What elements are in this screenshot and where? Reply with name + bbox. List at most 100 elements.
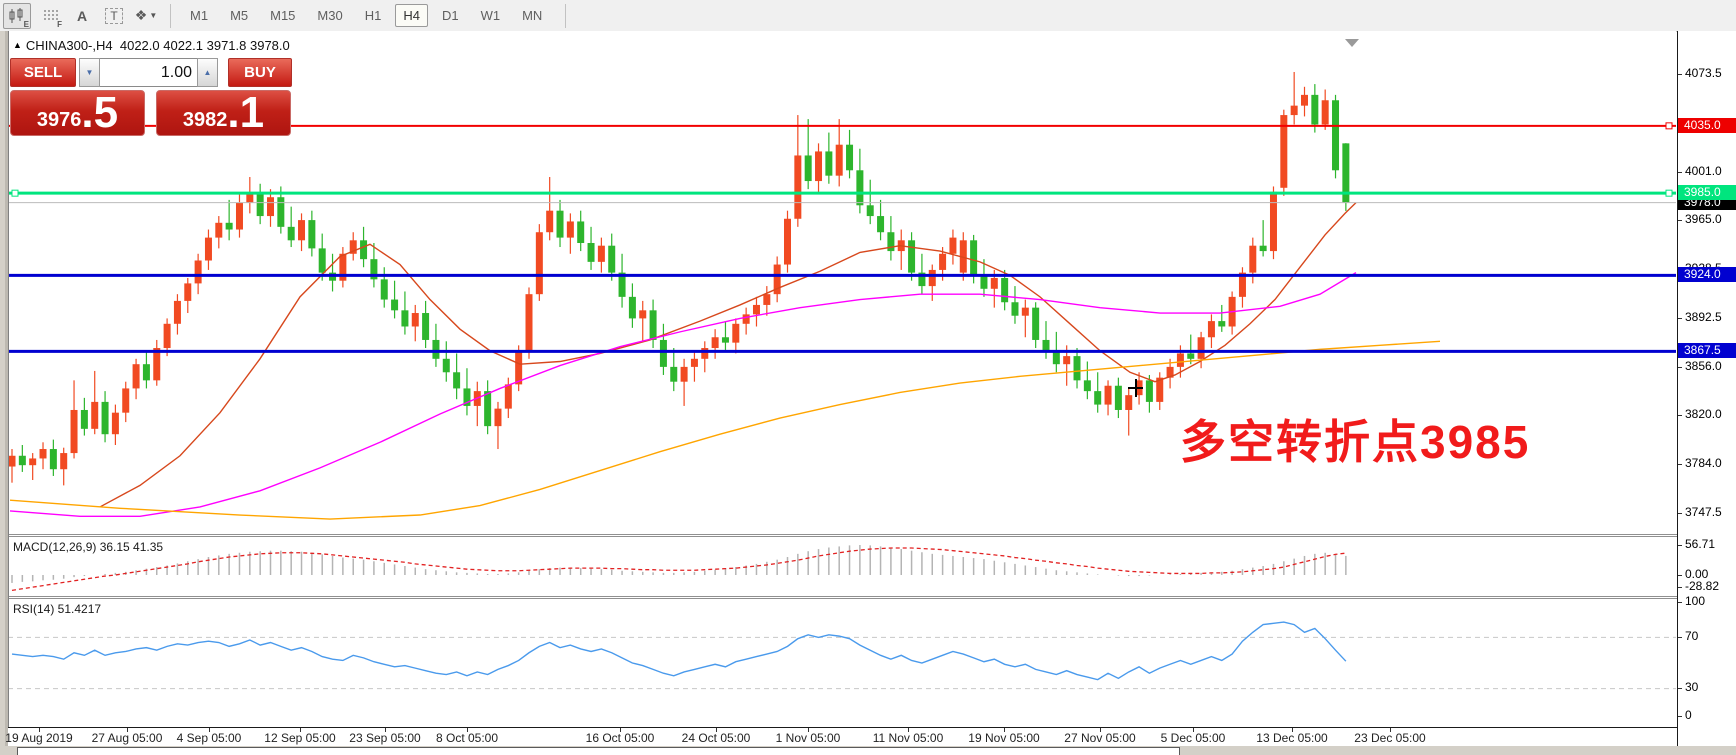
- cursor-tool-icon[interactable]: ❖ ▼: [133, 4, 159, 28]
- time-tick-mark: [39, 728, 40, 732]
- time-tick-mark: [385, 728, 386, 732]
- grid-icon[interactable]: F: [37, 4, 63, 29]
- buy-button[interactable]: BUY: [228, 58, 292, 87]
- axis-tick-mark: [1678, 512, 1682, 514]
- toolbar: E F A T ❖ ▼ M1 M5 M15 M30 H1 H4 D1 W1 MN: [0, 0, 1736, 32]
- timeframe-button-m5[interactable]: M5: [230, 8, 249, 23]
- toolbar-separator: [170, 3, 171, 28]
- axis-tick-mark: [1678, 637, 1682, 638]
- toolbar-separator: [565, 3, 567, 28]
- cursor-glyph: ❖: [134, 7, 148, 23]
- timeframe-button-m1[interactable]: M1: [190, 8, 209, 23]
- boxed-t-glyph: T: [105, 7, 123, 24]
- candles-glyph: [9, 7, 23, 23]
- price-badge-4035.0: 4035.0: [1678, 117, 1736, 133]
- timeframe-button-h1[interactable]: H1: [364, 8, 382, 23]
- time-tick-mark: [1100, 728, 1101, 732]
- time-tick-mark: [620, 728, 621, 732]
- price-tick-label: 4001.0: [1685, 163, 1722, 178]
- chart-text-annotation: 多空转折点3985: [1180, 416, 1531, 468]
- chevron-down-icon: ▼: [149, 11, 158, 20]
- axis-tick-mark: [1678, 716, 1682, 717]
- timeframe-button-d1[interactable]: D1: [441, 8, 459, 23]
- time-tick-mark: [1390, 728, 1391, 732]
- macd-label: MACD(12,26,9) 36.15 41.35: [13, 540, 164, 554]
- price-badge-3985.0: 3985.0: [1678, 185, 1736, 201]
- time-tick-mark: [1004, 728, 1005, 732]
- text-box-icon[interactable]: T: [101, 4, 127, 28]
- buy-price-tile[interactable]: 3982.1: [156, 90, 291, 136]
- text-label-icon[interactable]: A: [76, 7, 88, 24]
- current-bar-marker-icon: [1345, 39, 1359, 47]
- rsi-tick-label: 70: [1685, 629, 1699, 643]
- volume-decrease-button[interactable]: ▼: [79, 58, 100, 87]
- price-tick-label: 4073.5: [1685, 66, 1722, 80]
- time-tick-label: 19 Aug 2019: [5, 731, 73, 745]
- time-tick-mark: [1292, 728, 1293, 732]
- icon-sub-label: F: [57, 19, 62, 29]
- chart-symbol-header: ▲ CHINA300-,H4 4022.0 4022.1 3971.8 3978.…: [13, 38, 290, 53]
- time-tick-label: 5 Dec 05:00: [1160, 731, 1226, 745]
- timeframe-button-h4[interactable]: H4: [395, 4, 428, 27]
- macd-tick-label: -28.82: [1685, 579, 1720, 593]
- price-tick-label: 3747.5: [1685, 504, 1722, 519]
- volume-input[interactable]: 1.00: [100, 58, 197, 87]
- icon-sub-label: E: [23, 19, 29, 29]
- axis-tick-mark: [1678, 171, 1682, 173]
- price-badge-3924.0: 3924.0: [1678, 267, 1736, 283]
- timeframe-button-m15[interactable]: M15: [270, 8, 296, 23]
- time-tick-label: 27 Aug 05:00: [91, 731, 163, 745]
- grid-glyph: [42, 9, 58, 22]
- price-tick-label: 3965.0: [1685, 212, 1722, 227]
- time-tick-label: 24 Oct 05:00: [681, 731, 751, 745]
- window-left-border: [0, 31, 9, 755]
- time-tick-label: 1 Nov 05:00: [775, 731, 841, 745]
- timeframe-button-w1[interactable]: W1: [480, 8, 501, 23]
- sell-price-pips: .5: [81, 88, 119, 137]
- time-tick-mark: [209, 728, 210, 732]
- sell-price-tile[interactable]: 3976.5: [10, 90, 145, 136]
- time-tick-mark: [908, 728, 909, 732]
- volume-increase-button[interactable]: ▲: [197, 58, 218, 87]
- horizontal-scrollbar[interactable]: [17, 747, 1180, 755]
- buy-price-main: 3982: [182, 109, 228, 131]
- macd-chart: [11, 545, 1347, 591]
- time-tick-label: 13 Dec 05:00: [1256, 731, 1328, 745]
- symbol-ohlc: 4022.0 4022.1 3971.8 3978.0: [119, 38, 290, 53]
- rsi-tick-label: 30: [1685, 680, 1699, 694]
- axis-tick-mark: [1678, 575, 1682, 576]
- timeframe-button-group: M1 M5 M15 M30 H1 H4 D1 W1 MN: [179, 4, 553, 27]
- axis-tick-mark: [1678, 545, 1682, 546]
- time-tick-mark: [127, 728, 128, 732]
- cross-marker-icon: [1128, 387, 1143, 389]
- timeframe-button-m30[interactable]: M30: [317, 8, 343, 23]
- time-tick-label: 4 Sep 05:00: [176, 731, 242, 745]
- panel-splitter[interactable]: [0, 596, 1736, 599]
- sell-price-main: 3976: [36, 109, 82, 131]
- buy-price-pips: .1: [227, 88, 265, 137]
- time-tick-label: 8 Oct 05:00: [435, 731, 499, 745]
- time-tick-label: 19 Nov 05:00: [968, 731, 1040, 745]
- panel-splitter[interactable]: [0, 534, 1736, 537]
- bottom-strip: [0, 746, 1736, 755]
- price-tick-label: 3820.0: [1685, 407, 1722, 422]
- price-tick-label: 3892.5: [1685, 309, 1722, 324]
- axis-tick-mark: [1678, 463, 1682, 465]
- rsi-panel: RSI(14) 51.4217: [8, 599, 1676, 727]
- candlestick-chart-icon[interactable]: E: [3, 2, 31, 29]
- time-tick-label: 16 Oct 05:00: [585, 731, 655, 745]
- time-tick-mark: [467, 728, 468, 732]
- price-tick-label: 3784.0: [1685, 455, 1722, 470]
- axis-tick-mark: [1678, 74, 1682, 75]
- time-tick-mark: [300, 728, 301, 732]
- symbol-name: CHINA300-,H4: [25, 38, 113, 53]
- time-tick-mark: [808, 728, 809, 732]
- axis-tick-mark: [1678, 688, 1682, 689]
- price-axis: 4073.54001.03965.03928.53892.53856.03820…: [1677, 31, 1736, 746]
- time-tick-mark: [1193, 728, 1194, 732]
- sell-button[interactable]: SELL: [10, 58, 76, 87]
- axis-tick-mark: [1678, 220, 1682, 222]
- timeframe-button-mn[interactable]: MN: [522, 8, 543, 23]
- time-tick-label: 27 Nov 05:00: [1064, 731, 1136, 745]
